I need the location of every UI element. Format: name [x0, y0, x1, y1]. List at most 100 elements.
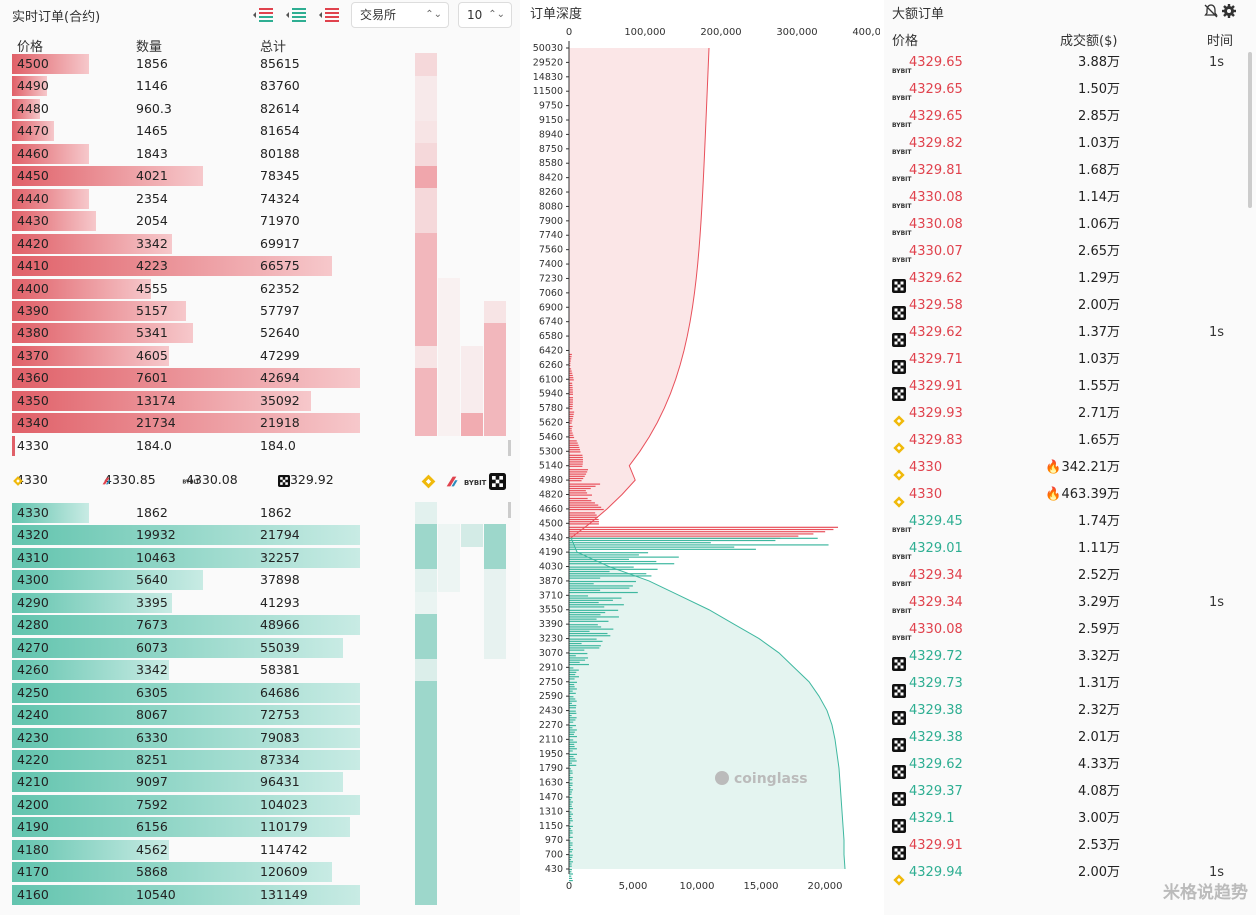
trade-row[interactable]: 4329.38 2.32万 — [890, 697, 1230, 725]
trade-row[interactable]: BYBIT 4330.07 2.65万 — [890, 238, 1230, 265]
trade-row[interactable]: 4329.93 2.71万 — [890, 400, 1230, 427]
orderbook-row[interactable]: 4290 3395 41293 — [12, 592, 360, 614]
orderbook-row[interactable]: 4210 9097 96431 — [12, 771, 360, 793]
bid-depth-bar — [569, 542, 711, 544]
trade-row[interactable]: 4329.83 1.65万 — [890, 427, 1230, 454]
trade-amount: 1.29万 — [1078, 265, 1120, 292]
trade-row[interactable]: 4329.62 1.37万 1s — [890, 319, 1230, 347]
scrollbar[interactable] — [508, 440, 511, 456]
exchange-select[interactable]: 交易所 ⌃⌄ — [351, 2, 449, 28]
trade-row[interactable]: 4329.72 3.32万 — [890, 643, 1230, 671]
orderbook-row[interactable]: 4200 7592 104023 — [12, 794, 360, 816]
orderbook-row[interactable]: 4410 4223 66575 — [12, 255, 360, 277]
trade-row[interactable]: BYBIT 4329.65 3.88万 1s — [890, 49, 1230, 76]
heatmap-cell — [415, 524, 437, 547]
orderbook-row[interactable]: 4440 2354 74324 — [12, 188, 360, 210]
trade-row[interactable]: 4329.1 3.00万 — [890, 805, 1230, 833]
ask-depth-bar — [569, 387, 573, 389]
trade-row[interactable]: 4329.91 2.53万 — [890, 832, 1230, 860]
trade-row[interactable]: 4329.37 4.08万 — [890, 778, 1230, 806]
orderbook-row[interactable]: 4350 13174 35092 — [12, 390, 360, 412]
bid-depth-bar — [569, 786, 571, 789]
trade-row[interactable]: BYBIT 4330.08 1.06万 — [890, 211, 1230, 238]
bottom-tick-label: 15,000 — [744, 881, 779, 892]
trade-row[interactable]: 4329.73 1.31万 — [890, 670, 1230, 698]
binance-filter-icon[interactable] — [420, 471, 437, 491]
trade-row[interactable]: BYBIT 4329.65 1.50万 — [890, 76, 1230, 103]
orderbook-row[interactable]: 4280 7673 48966 — [12, 614, 360, 636]
trade-row[interactable]: BYBIT 4329.45 1.74万 — [890, 508, 1230, 535]
trade-price: 4329.73 — [909, 676, 963, 691]
orderbook-row[interactable]: 4190 6156 110179 — [12, 816, 360, 838]
trade-row[interactable]: 4330 🔥463.39万 — [890, 481, 1230, 508]
trade-row[interactable]: 4329.58 2.00万 — [890, 292, 1230, 320]
orderbook-row[interactable]: 4370 4605 47299 — [12, 345, 360, 367]
orderbook-row[interactable]: 4460 1843 80188 — [12, 143, 360, 165]
orderbook-row[interactable]: 4400 4555 62352 — [12, 278, 360, 300]
orderbook-row[interactable]: 4310 10463 32257 — [12, 547, 360, 569]
heatmap-cell — [461, 368, 483, 391]
gear-icon[interactable] — [1222, 4, 1236, 18]
orderbook-row[interactable]: 4490 1146 83760 — [12, 75, 360, 97]
orderbook-row[interactable]: 4270 6073 55039 — [12, 637, 360, 659]
view-both-icon[interactable] — [252, 7, 274, 23]
orderbook-row[interactable]: 4380 5341 52640 — [12, 322, 360, 344]
orderbook-row[interactable]: 4360 7601 42694 — [12, 367, 360, 389]
row-price: 4400 — [17, 280, 49, 296]
trade-row[interactable]: BYBIT 4329.34 3.29万 1s — [890, 589, 1230, 616]
orderbook-row[interactable]: 4430 2054 71970 — [12, 210, 360, 232]
orderbook-row[interactable]: 4390 5157 57797 — [12, 300, 360, 322]
orderbook-row[interactable]: 4340 21734 21918 — [12, 412, 360, 434]
scrollbar[interactable] — [1248, 52, 1252, 208]
trade-row[interactable]: 4330 🔥342.21万 — [890, 454, 1230, 481]
trade-row[interactable]: BYBIT 4330.08 2.59万 — [890, 616, 1230, 643]
bybit-filter-icon[interactable]: BYBIT — [464, 471, 487, 491]
orderbook-row[interactable]: 4420 3342 69917 — [12, 233, 360, 255]
orderbook-row[interactable]: 4470 1465 81654 — [12, 120, 360, 142]
orderbook-row[interactable]: 4250 6305 64686 — [12, 682, 360, 704]
orderbook-row[interactable]: 4230 6330 79083 — [12, 727, 360, 749]
binance-icon — [892, 461, 906, 481]
orderbook-row[interactable]: 4320 19932 21794 — [12, 524, 360, 546]
orderbook-row[interactable]: 4260 3342 58381 — [12, 659, 360, 681]
view-bids-icon[interactable] — [285, 7, 307, 23]
orderbook-row[interactable]: 4160 10540 131149 — [12, 884, 360, 906]
trade-row[interactable]: BYBIT 4329.34 2.52万 — [890, 562, 1230, 589]
qty-header: 数量 — [136, 40, 163, 55]
okx-filter-icon[interactable] — [489, 471, 506, 491]
trade-row[interactable]: 4329.91 1.55万 — [890, 373, 1230, 401]
view-asks-icon[interactable] — [318, 7, 340, 23]
depth-select[interactable]: 10 ⌃⌄ — [458, 2, 512, 28]
trade-row[interactable]: 4329.94 2.00万 1s — [890, 859, 1230, 886]
orderbook-row[interactable]: 4480 960.3 82614 — [12, 98, 360, 120]
trade-row[interactable]: 4329.62 1.29万 — [890, 265, 1230, 293]
orderbook-row[interactable]: 4220 8251 87334 — [12, 749, 360, 771]
orderbook-row[interactable]: 4300 5640 37898 — [12, 569, 360, 591]
trade-row[interactable]: BYBIT 4329.65 2.85万 — [890, 103, 1230, 130]
bid-depth-bar — [569, 724, 576, 727]
ask-depth-bar — [569, 461, 583, 463]
y-tick-label: 3870 — [539, 576, 563, 587]
trade-row[interactable]: BYBIT 4329.01 1.11万 — [890, 535, 1230, 562]
trade-amount-value: 1.50万 — [1078, 82, 1120, 97]
orderbook-row[interactable]: 4330 1862 1862 — [12, 502, 360, 524]
orderbook-row[interactable]: 4170 5868 120609 — [12, 861, 360, 883]
trade-row[interactable]: 4329.38 2.01万 — [890, 724, 1230, 752]
scrollbar[interactable] — [508, 502, 511, 518]
orderbook-row[interactable]: 4500 1856 85615 — [12, 53, 360, 75]
trade-row[interactable]: BYBIT 4329.82 1.03万 — [890, 130, 1230, 157]
trade-row[interactable]: 4329.62 4.33万 — [890, 751, 1230, 779]
trade-row[interactable]: BYBIT 4330.08 1.14万 — [890, 184, 1230, 211]
orderbook-row[interactable]: 4240 8067 72753 — [12, 704, 360, 726]
trade-row[interactable]: BYBIT 4329.81 1.68万 — [890, 157, 1230, 184]
orderbook-row[interactable]: 4330 184.0 184.0 — [12, 435, 360, 457]
mute-icon[interactable] — [1204, 4, 1218, 18]
svg-text:BYBIT: BYBIT — [892, 527, 912, 534]
mid-price: 4329.92 — [282, 472, 334, 487]
orderbook-row[interactable]: 4180 4562 114742 — [12, 839, 360, 861]
orderbook-row[interactable]: 4450 4021 78345 — [12, 165, 360, 187]
bitget-filter-icon[interactable] — [443, 471, 460, 491]
trade-row[interactable]: 4329.71 1.03万 — [890, 346, 1230, 374]
bottom-tick-label: 5,000 — [619, 881, 648, 892]
trade-amount: 3.29万 — [1078, 589, 1120, 616]
